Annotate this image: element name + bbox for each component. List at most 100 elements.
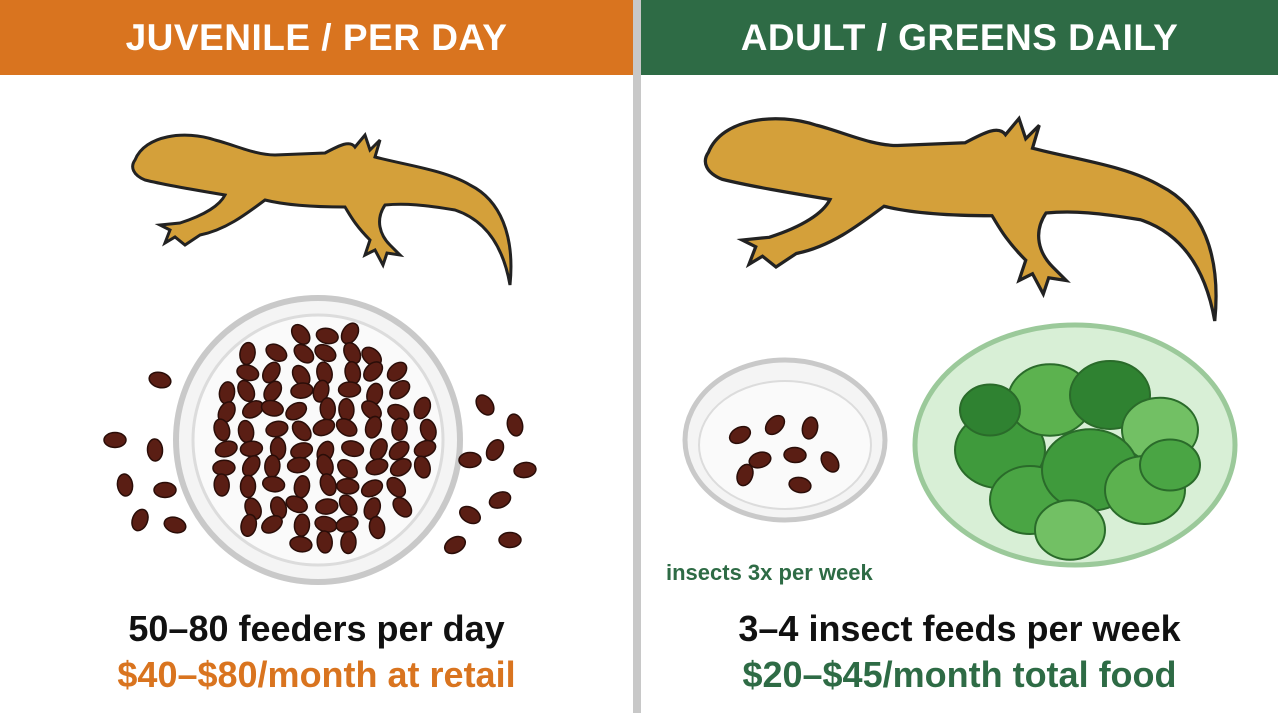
- adult-header: ADULT / GREENS DAILY: [641, 0, 1278, 75]
- feeder: [163, 516, 187, 534]
- insect-caption: insects 3x per week: [666, 560, 873, 585]
- adult-feeds: 3–4 insect feeds per week: [738, 608, 1181, 649]
- feeder: [788, 476, 812, 494]
- feeder: [319, 473, 337, 497]
- feeder: [290, 323, 311, 345]
- feeder: [485, 439, 505, 461]
- feeder: [369, 438, 388, 461]
- feeder: [285, 401, 308, 421]
- feeder: [146, 438, 164, 462]
- feeder: [214, 440, 238, 458]
- feeder: [315, 327, 339, 345]
- feeder: [363, 361, 384, 382]
- feeder: [261, 475, 286, 493]
- feeder: [736, 463, 754, 487]
- feeder: [387, 403, 410, 422]
- feeder: [213, 473, 230, 497]
- feeder: [237, 379, 256, 403]
- feeder: [314, 343, 337, 363]
- feeder: [261, 514, 283, 534]
- feeder: [363, 497, 382, 520]
- feeder: [783, 446, 807, 464]
- leafy-green: [959, 383, 1021, 437]
- feeder: [368, 515, 386, 540]
- feeder: [289, 535, 313, 553]
- feeder: [265, 343, 288, 362]
- feeder: [337, 459, 358, 479]
- juvenile-cost: $40–$80/month at retail: [117, 654, 516, 695]
- feeder: [260, 399, 284, 417]
- adult-lizard: [703, 116, 1218, 323]
- feeder: [312, 379, 330, 403]
- feeder: [413, 455, 431, 479]
- feeder: [236, 364, 260, 382]
- feeder: [116, 473, 134, 497]
- feeder: [315, 498, 339, 515]
- feeder: [148, 371, 172, 389]
- feeder: [413, 439, 437, 458]
- feeder: [728, 425, 752, 445]
- feeder: [506, 413, 524, 437]
- feeder: [488, 491, 512, 509]
- feeder: [764, 414, 786, 436]
- divider: [633, 0, 641, 713]
- feeder: [337, 381, 362, 398]
- feeder: [335, 417, 358, 437]
- feeder: [801, 416, 819, 440]
- feeder: [153, 481, 177, 499]
- feeder: [475, 394, 495, 416]
- feeder: [386, 476, 407, 498]
- feeder: [386, 361, 408, 382]
- feeder: [340, 530, 357, 555]
- feeder: [319, 397, 337, 421]
- feeder: [364, 415, 383, 439]
- feeder: [312, 418, 336, 437]
- feeder: [262, 361, 281, 384]
- feeder: [131, 508, 149, 532]
- feeder: [748, 451, 772, 469]
- feeder: [443, 535, 467, 555]
- feeder: [341, 440, 365, 458]
- feeder: [240, 513, 258, 537]
- feeder: [338, 397, 355, 422]
- feeder: [286, 456, 311, 474]
- feeder: [285, 495, 308, 514]
- leafy-green: [1034, 499, 1106, 561]
- juvenile-header: JUVENILE / PER DAY: [0, 0, 633, 75]
- feeder: [336, 478, 360, 495]
- feeder: [290, 382, 314, 399]
- feeder: [365, 458, 389, 476]
- feeder: [265, 420, 289, 438]
- feeder: [340, 322, 360, 345]
- feeder: [389, 380, 411, 400]
- feeder: [239, 474, 257, 499]
- juvenile-lizard: [131, 133, 513, 287]
- juvenile-feeders: 50–80 feeders per day: [128, 608, 505, 649]
- feeder: [361, 400, 382, 421]
- feeder: [459, 505, 481, 525]
- feeder: [343, 341, 362, 365]
- feeder: [513, 461, 537, 479]
- feeder: [212, 459, 236, 477]
- feeder: [103, 431, 127, 449]
- feeder: [392, 496, 413, 518]
- feeder: [213, 418, 231, 442]
- feeder: [389, 458, 412, 477]
- feeder: [338, 494, 358, 516]
- feeder: [413, 396, 432, 420]
- feeder: [316, 530, 333, 554]
- feeder: [820, 451, 840, 473]
- feeder: [498, 531, 522, 549]
- leafy-green: [1139, 438, 1201, 492]
- adult-cost: $20–$45/month total food: [742, 654, 1177, 695]
- feeder: [291, 420, 312, 442]
- decorations: [103, 322, 1201, 561]
- insect-bowl-inner: [698, 380, 872, 510]
- feeder: [388, 440, 410, 461]
- feeder: [293, 343, 315, 364]
- feeder: [458, 451, 482, 469]
- feeder: [391, 417, 408, 441]
- feeder: [360, 479, 384, 498]
